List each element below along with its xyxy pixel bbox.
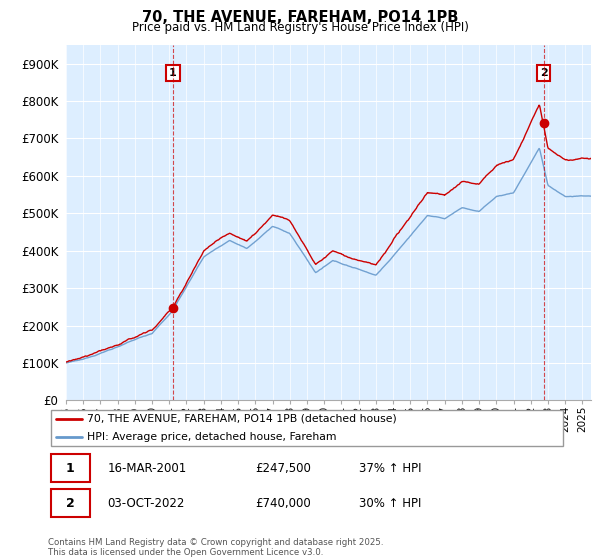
Text: Price paid vs. HM Land Registry's House Price Index (HPI): Price paid vs. HM Land Registry's House … — [131, 21, 469, 34]
Text: HPI: Average price, detached house, Fareham: HPI: Average price, detached house, Fare… — [87, 432, 337, 442]
FancyBboxPatch shape — [50, 410, 563, 446]
Text: 1: 1 — [66, 462, 74, 475]
Text: £740,000: £740,000 — [256, 497, 311, 510]
Text: 16-MAR-2001: 16-MAR-2001 — [107, 462, 187, 475]
Text: 2: 2 — [540, 68, 548, 78]
FancyBboxPatch shape — [50, 454, 89, 482]
Text: 2: 2 — [540, 68, 548, 78]
Text: Contains HM Land Registry data © Crown copyright and database right 2025.
This d: Contains HM Land Registry data © Crown c… — [48, 538, 383, 557]
Text: 03-OCT-2022: 03-OCT-2022 — [107, 497, 185, 510]
Text: 30% ↑ HPI: 30% ↑ HPI — [359, 497, 422, 510]
Text: 70, THE AVENUE, FAREHAM, PO14 1PB: 70, THE AVENUE, FAREHAM, PO14 1PB — [142, 10, 458, 25]
Text: 70, THE AVENUE, FAREHAM, PO14 1PB (detached house): 70, THE AVENUE, FAREHAM, PO14 1PB (detac… — [87, 414, 397, 424]
FancyBboxPatch shape — [50, 489, 89, 517]
Text: 2: 2 — [66, 497, 74, 510]
Text: 1: 1 — [169, 68, 177, 78]
Text: 37% ↑ HPI: 37% ↑ HPI — [359, 462, 422, 475]
Text: £247,500: £247,500 — [256, 462, 311, 475]
Text: 1: 1 — [169, 68, 177, 78]
